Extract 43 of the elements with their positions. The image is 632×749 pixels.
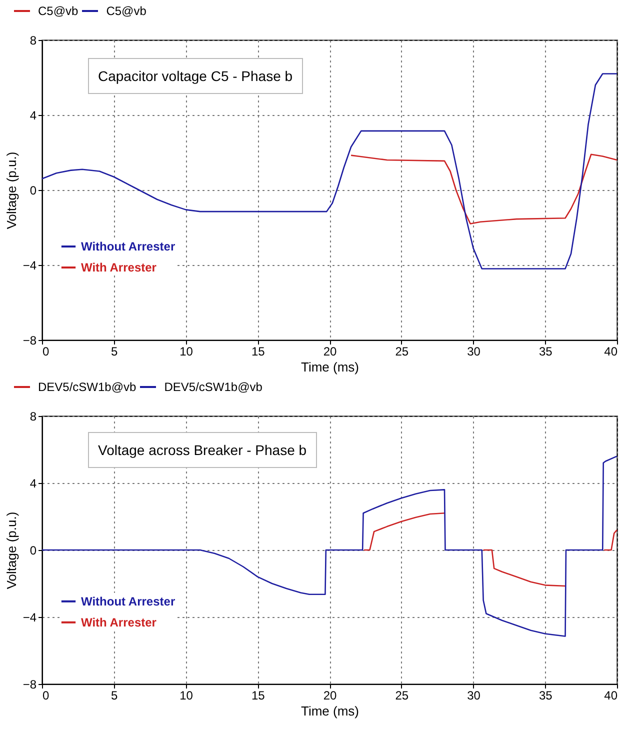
text: Capacitor voltage C5 - Phase b	[88, 58, 303, 94]
x-tick-label: 5	[111, 688, 118, 702]
x-tick-label: 10	[180, 344, 194, 358]
x-tick-label: 15	[251, 688, 266, 702]
x-tick-label: 5	[111, 344, 118, 358]
y-tick-label: −8	[22, 334, 37, 348]
y-tick-label: −4	[22, 258, 37, 272]
text: Voltage across Breaker - Phase b	[88, 432, 317, 468]
x-tick-label: 0	[42, 688, 50, 702]
y-axis-title: Voltage (p.u.)	[4, 152, 19, 230]
y-tick-label: 0	[30, 184, 37, 198]
x-tick-label: 0	[42, 344, 50, 358]
legend-label: Without Arrester	[81, 240, 176, 254]
x-tick-label: 30	[467, 688, 481, 702]
y-tick-label: 4	[30, 108, 37, 122]
x-tick-label: 15	[251, 344, 266, 358]
legend-label: With Arrester	[81, 260, 157, 274]
y-tick-label: 0	[30, 544, 37, 558]
text: C5@vb	[106, 4, 146, 18]
text: C5@vb	[38, 4, 78, 18]
x-tick-label: 35	[538, 688, 553, 702]
x-tick-label: 40	[604, 344, 618, 358]
x-tick-label: 40	[604, 688, 618, 702]
y-tick-label: 4	[30, 476, 37, 490]
x-axis-title: Time (ms)	[300, 360, 360, 374]
text: DEV5/cSW1b@vb	[38, 380, 136, 394]
y-tick-label: −4	[22, 610, 37, 624]
y-tick-label: 8	[30, 34, 37, 48]
line-series	[350, 154, 618, 224]
y-tick-label: 8	[30, 410, 37, 424]
x-tick-label: 35	[538, 344, 553, 358]
x-axis-title: Time (ms)	[300, 704, 360, 718]
legend-label: Without Arrester	[81, 594, 176, 608]
x-tick-label: 25	[395, 344, 409, 358]
y-axis-title: Voltage (p.u.)	[4, 512, 19, 590]
x-tick-label: 25	[395, 688, 409, 702]
legend-label: With Arrester	[81, 615, 157, 630]
x-tick-label: 30	[467, 344, 481, 358]
y-tick-label: −8	[22, 678, 37, 692]
x-tick-label: 20	[323, 688, 337, 702]
x-tick-label: 10	[180, 688, 194, 702]
text: DEV5/cSW1b@vb	[164, 380, 262, 394]
x-tick-label: 20	[323, 344, 337, 358]
